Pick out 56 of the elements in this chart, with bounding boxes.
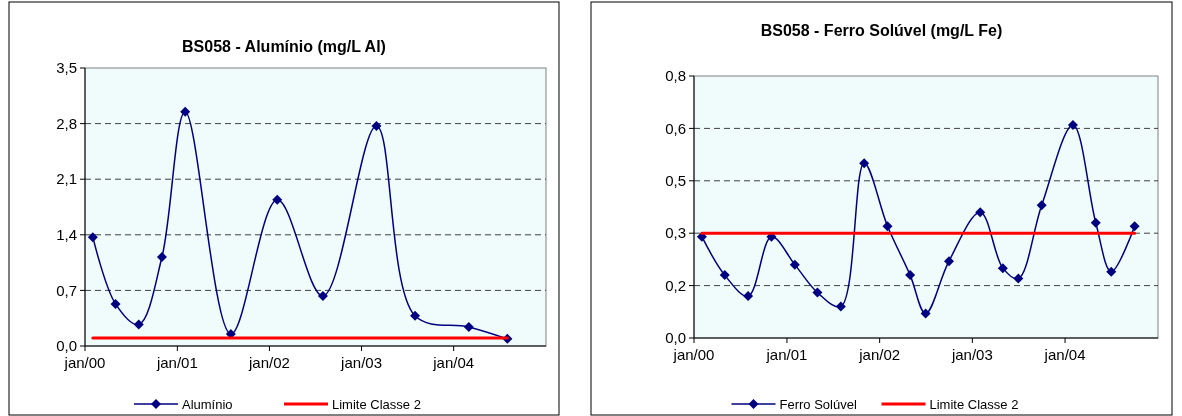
point [975, 207, 986, 218]
chart-title: BS058 - Alumínio (mg/L Al) [182, 38, 386, 55]
x-tick-label: jan/01 [765, 346, 808, 363]
y-tick-label: 1,4 [56, 226, 77, 244]
y-tick-label: 2,8 [56, 114, 77, 132]
y-tick-label: 0,8 [665, 67, 686, 85]
legend-label: Limite Classe 2 [929, 396, 1019, 412]
legend-label: Ferro Solúvel [779, 396, 857, 412]
x-tick-label: jan/01 [155, 354, 198, 371]
y-tick-label: 0,6 [665, 119, 686, 137]
point [87, 232, 98, 243]
point [317, 290, 328, 301]
y-tick-label: 0,7 [56, 281, 77, 299]
x-tick-label: jan/03 [340, 354, 382, 371]
point [1129, 221, 1140, 232]
point [920, 308, 931, 319]
y-tick-label: 0,5 [665, 172, 686, 190]
point [859, 158, 870, 169]
point [1013, 273, 1024, 284]
point [1067, 119, 1078, 130]
y-tick-label: 0,0 [56, 337, 77, 355]
point [812, 287, 823, 298]
x-tick-label: jan/03 [950, 346, 993, 363]
point [110, 298, 121, 309]
y-tick-label: 0,2 [665, 276, 686, 294]
point [1106, 266, 1117, 277]
chart-title: BS058 - Ferro Solúvel (mg/L Fe) [760, 22, 1003, 39]
point [156, 252, 167, 263]
point [1090, 217, 1101, 228]
point [371, 120, 382, 131]
point [743, 291, 754, 302]
point [789, 259, 800, 270]
legend-label: Alumínio [182, 396, 233, 412]
point [943, 256, 954, 267]
x-tick-label: jan/00 [63, 354, 106, 371]
x-tick-label: jan/02 [248, 354, 290, 371]
x-tick-label: jan/00 [672, 346, 715, 363]
point [463, 321, 474, 332]
point [905, 270, 916, 281]
point [1036, 200, 1047, 211]
y-tick-label: 3,5 [56, 59, 77, 77]
x-tick-label: jan/04 [432, 354, 475, 371]
y-tick-label: 0,0 [665, 329, 686, 347]
point [835, 301, 846, 312]
x-tick-label: jan/02 [858, 346, 901, 363]
point [719, 270, 730, 281]
point [180, 106, 191, 117]
legend-label: Limite Classe 2 [332, 396, 421, 412]
point [133, 319, 144, 330]
y-tick-label: 2,1 [56, 170, 77, 188]
point [997, 263, 1008, 274]
x-tick-label: jan/04 [1043, 346, 1086, 363]
y-tick-label: 0,3 [665, 224, 686, 242]
point [410, 310, 421, 321]
point [882, 221, 893, 232]
point [272, 194, 283, 205]
